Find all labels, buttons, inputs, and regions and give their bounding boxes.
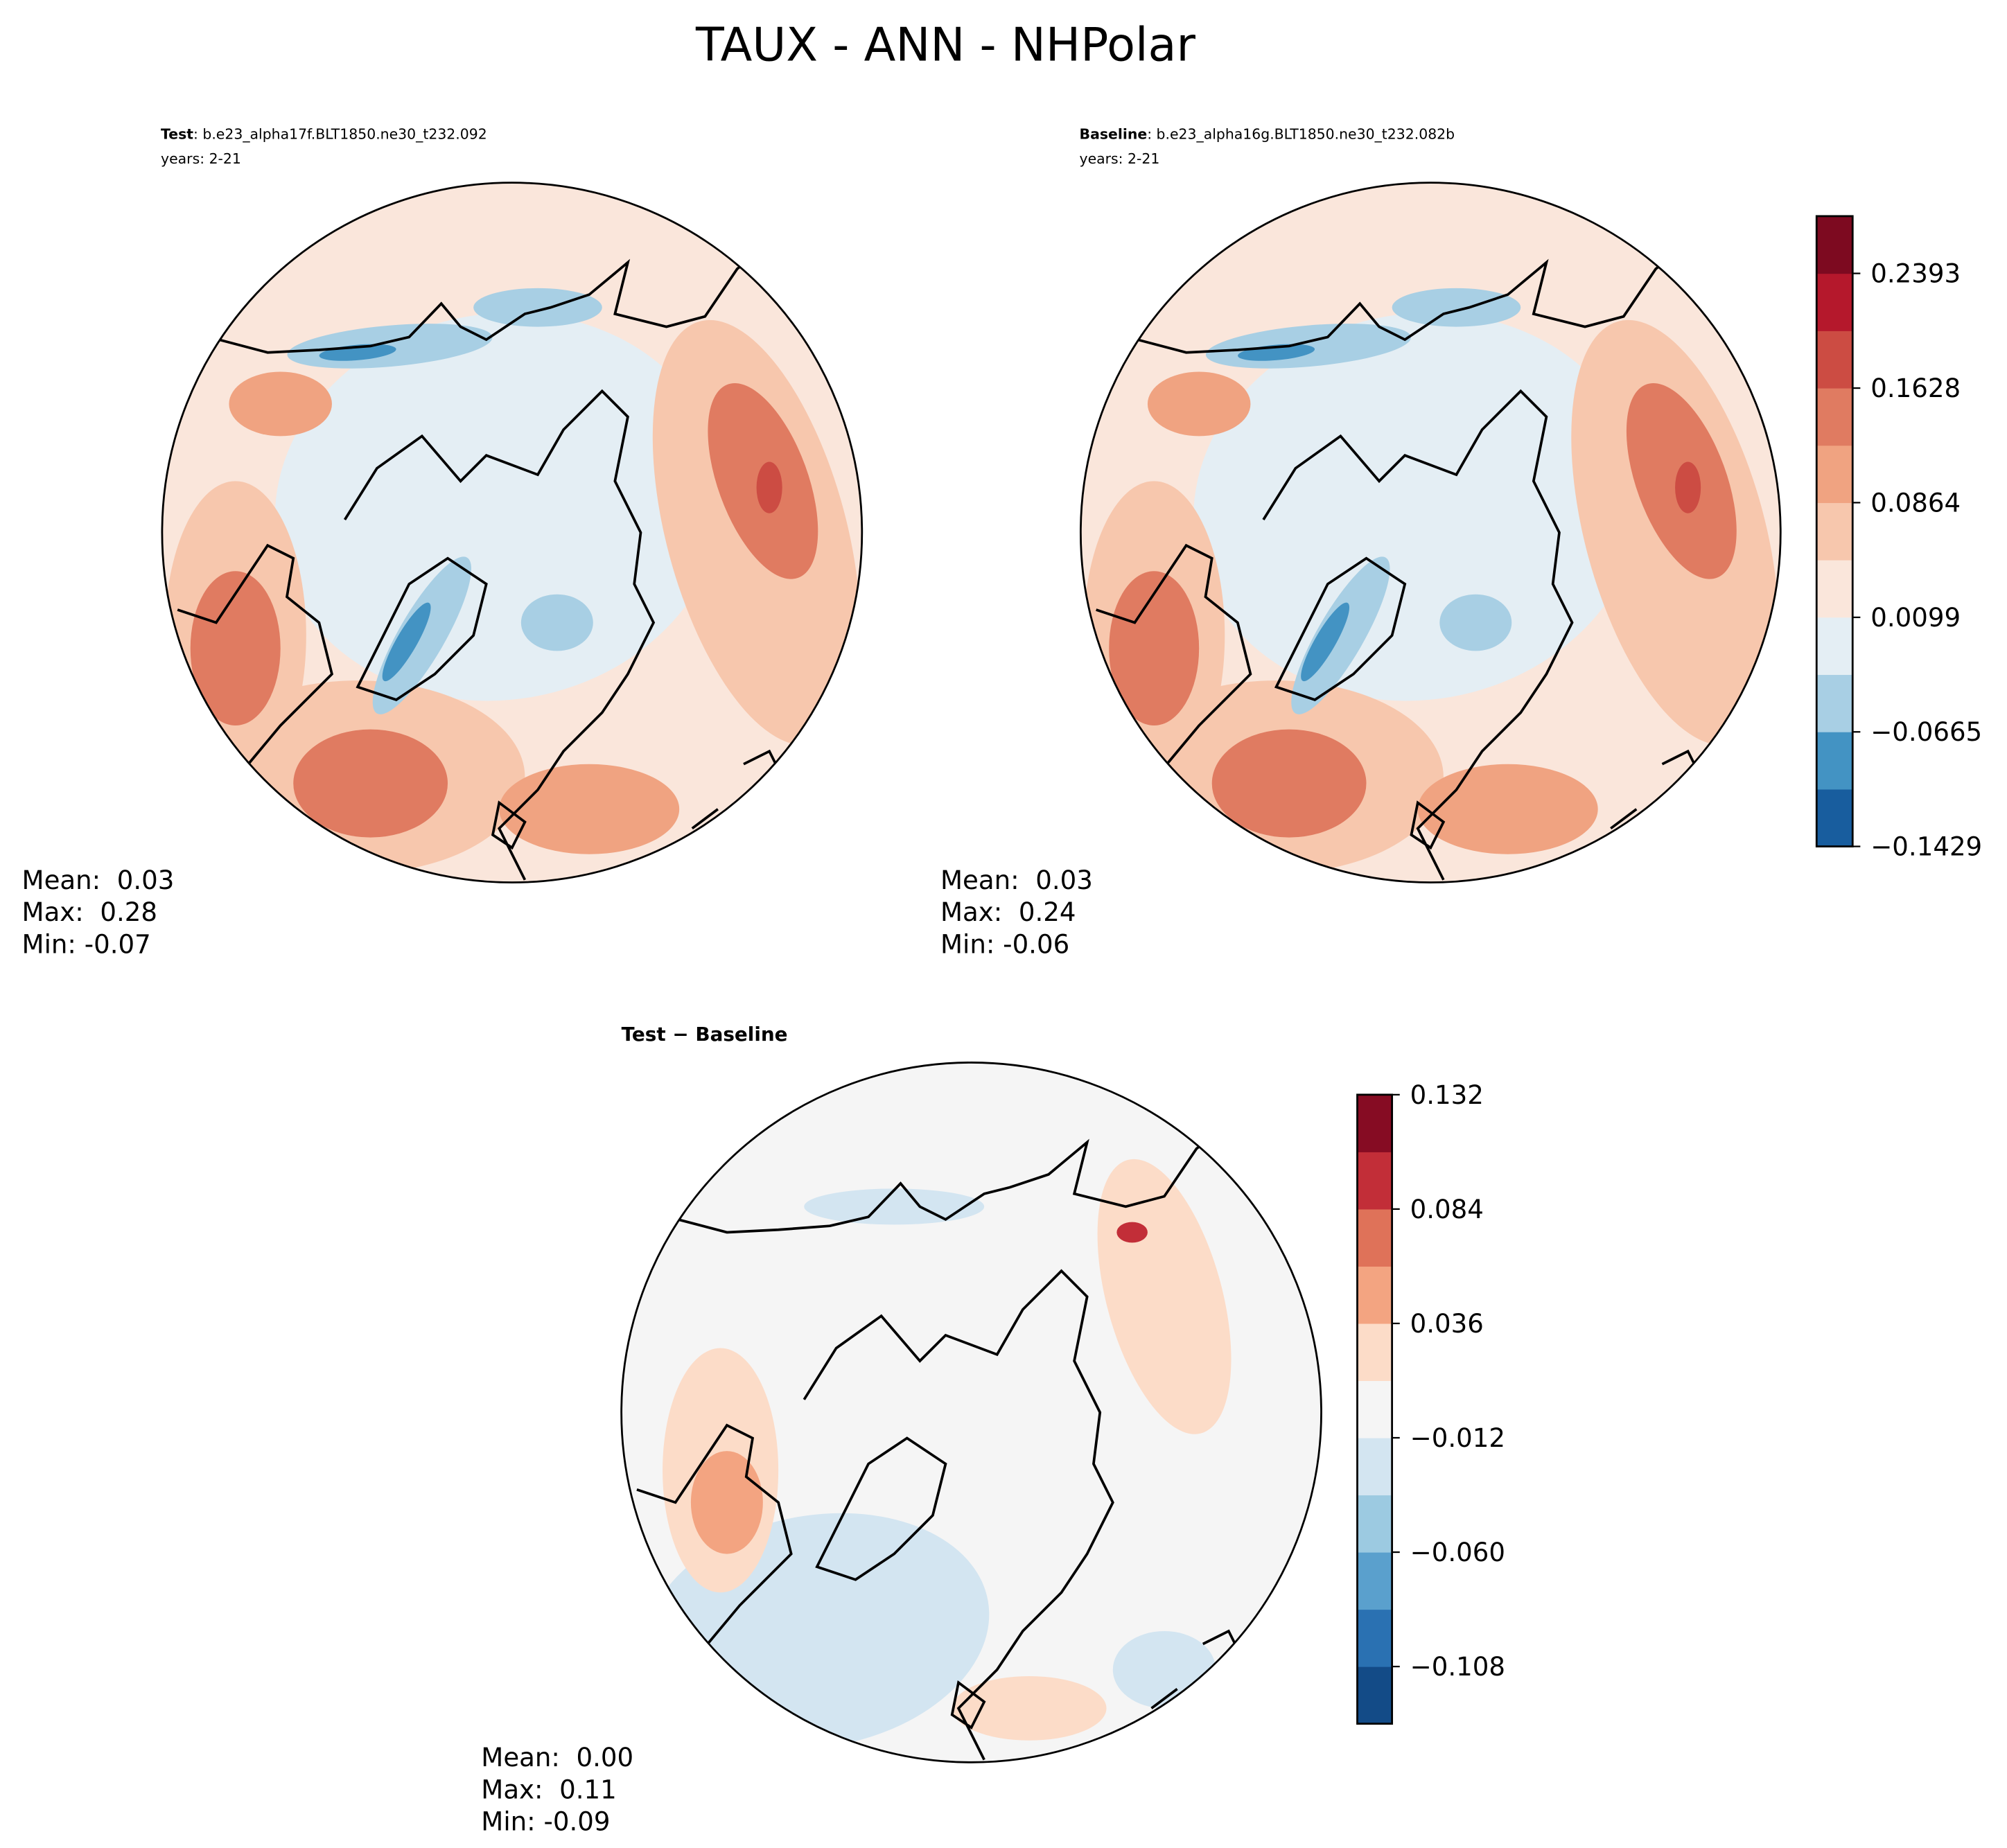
field-contour (229, 371, 332, 437)
colorbar-band (1357, 1552, 1392, 1610)
panel-label: Test − Baseline (622, 1023, 788, 1046)
field-contour (1392, 288, 1521, 327)
colorbar-band (1816, 789, 1853, 847)
colorbar-band (1816, 732, 1853, 790)
field-contour (1417, 764, 1598, 854)
colorbar-tick-label: 0.132 (1410, 1080, 1484, 1110)
colorbar-tick-label: 0.2393 (1870, 259, 1961, 289)
stat: Min: -0.09 (481, 1807, 610, 1837)
colorbar-band (1357, 1266, 1392, 1324)
colorbar-band (1357, 1666, 1392, 1725)
field-contour (804, 1188, 985, 1225)
colorbar-tick-label: 0.0864 (1870, 488, 1961, 518)
colorbar-band (1357, 1152, 1392, 1210)
stat: Max: 0.28 (22, 897, 157, 927)
field-contour (1439, 594, 1512, 651)
case-name: : b.e23_alpha17f.BLT1850.ne30_t232.092 (193, 126, 487, 143)
colorbar-band (1357, 1438, 1392, 1496)
polar-map (1080, 182, 1781, 883)
colorbar-tick-label: 0.084 (1410, 1195, 1484, 1224)
panel-header: Test: b.e23_alpha17f.BLT1850.ne30_t232.0… (161, 126, 487, 143)
polar-map (161, 182, 862, 883)
colorbar-band (1816, 445, 1853, 503)
field-contour (190, 571, 281, 726)
colorbar-band (1357, 1380, 1392, 1438)
colorbar-band (1816, 617, 1853, 676)
colorbar-tick-label: −0.012 (1410, 1423, 1505, 1453)
colorbar-tick-label: −0.0665 (1870, 717, 1982, 747)
coastline (1096, 254, 1702, 881)
map-boundary (161, 182, 864, 883)
colorbar-band (1357, 1323, 1392, 1382)
years: years: 2-21 (161, 150, 241, 167)
field-contour (372, 556, 472, 714)
colorbar-tick-label: 0.1628 (1870, 373, 1961, 403)
field-contour (1675, 461, 1701, 513)
coastline (636, 1134, 1243, 1761)
stat: Min: -0.07 (22, 930, 151, 960)
case-name: : b.e23_alpha16g.BLT1850.ne30_t232.082b (1147, 126, 1455, 143)
colorbar-band (1816, 674, 1853, 732)
colorbar-band (1816, 388, 1853, 446)
colorbar-tick-label: 0.036 (1410, 1309, 1484, 1339)
coastline (177, 254, 784, 881)
colorbar-band (1816, 331, 1853, 389)
colorbar-band (1816, 502, 1853, 561)
map-boundary (1079, 182, 1782, 883)
field-contour (293, 729, 448, 838)
field-contour (690, 1451, 763, 1554)
stat: Mean: 0.00 (481, 1743, 633, 1772)
field-contour (1147, 371, 1251, 437)
colorbar-tick-label: 0.0099 (1870, 603, 1961, 633)
stat: Max: 0.11 (481, 1775, 616, 1804)
field-contour (756, 461, 782, 513)
field-contour (473, 288, 602, 327)
field-contour (1211, 729, 1367, 838)
field-contour (1301, 602, 1350, 682)
colorbar-frame (1815, 215, 1854, 847)
colorbar-band (1816, 215, 1853, 274)
colorbar-band (1816, 560, 1853, 618)
stat: Mean: 0.03 (940, 865, 1093, 895)
field-contour (274, 313, 724, 701)
colorbar-tick-label: −0.108 (1410, 1652, 1505, 1682)
field-contour (1116, 1222, 1148, 1243)
colorbar-tick-label: −0.060 (1410, 1538, 1505, 1567)
colorbar-band (1357, 1094, 1392, 1152)
map-boundary (620, 1062, 1322, 1763)
field-contour (1291, 556, 1390, 714)
years: years: 2-21 (1080, 150, 1160, 167)
figure-title: TAUX - ANN - NHPolar (695, 17, 1196, 71)
field-contour (1193, 313, 1642, 701)
polar-map (621, 1062, 1322, 1763)
field-contour (1109, 571, 1200, 726)
panel-header: Test − Baseline (622, 1023, 788, 1046)
colorbar-band (1357, 1609, 1392, 1667)
field-contour (382, 602, 431, 682)
colorbar-tick-label: −0.1429 (1870, 832, 1982, 862)
field-contour (499, 764, 680, 854)
field-contour (952, 1675, 1107, 1741)
panel-label: Test (161, 126, 193, 143)
colorbar-band (1357, 1495, 1392, 1553)
colorbar-frame (1356, 1093, 1394, 1725)
stat: Min: -0.06 (940, 930, 1069, 960)
colorbar-band (1816, 273, 1853, 331)
field-contour (1112, 1630, 1216, 1709)
panel-label: Baseline (1080, 126, 1148, 143)
colorbar-band (1357, 1208, 1392, 1267)
stat: Mean: 0.03 (22, 865, 175, 895)
field-contour (520, 594, 593, 651)
stat: Max: 0.24 (940, 897, 1076, 927)
panel-header: Baseline: b.e23_alpha16g.BLT1850.ne30_t2… (1080, 126, 1455, 143)
